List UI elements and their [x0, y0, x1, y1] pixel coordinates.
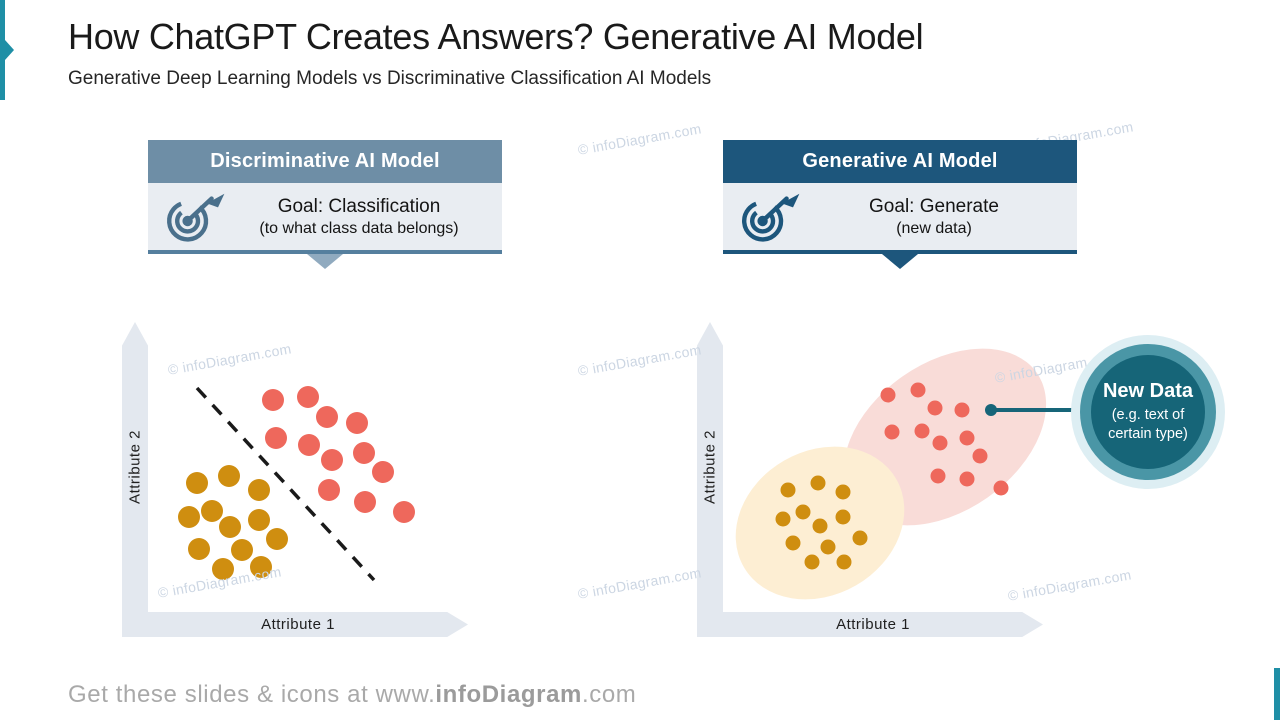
footer-credit: Get these slides & icons at www.infoDiag… [68, 681, 636, 709]
data-point-class-orange [852, 530, 868, 546]
footer-prefix: Get these slides & icons at www. [68, 681, 436, 708]
y-axis-arrow [697, 322, 723, 637]
data-point-class-red [927, 400, 943, 416]
x-axis-label: Attribute 1 [261, 616, 335, 633]
x-axis-label: Attribute 1 [836, 616, 910, 633]
pointer-down-icon [882, 254, 918, 269]
data-point-class-orange [775, 511, 791, 527]
data-point-class-orange [201, 500, 223, 522]
accent-bookmark-arrow-icon [5, 40, 14, 60]
callout-connector-line [991, 408, 1075, 412]
data-point-class-orange [248, 509, 270, 531]
target-arrow-icon [742, 193, 800, 242]
data-point-class-red [262, 389, 284, 411]
data-point-class-orange [810, 475, 826, 491]
data-point-class-orange [218, 465, 240, 487]
callout-connector-dot [985, 404, 997, 416]
generative-header-box: Generative AI Model Goal: Generate (new … [723, 140, 1077, 269]
data-point-class-red [993, 480, 1009, 496]
data-point-class-orange [178, 506, 200, 528]
data-point-class-orange [820, 539, 836, 555]
accent-corner-bar [1274, 668, 1280, 720]
data-point-class-red [297, 386, 319, 408]
callout-title: New Data [1102, 380, 1194, 403]
page-title: How ChatGPT Creates Answers? Generative … [68, 16, 924, 57]
header-underline [148, 250, 502, 254]
generative-scatter-plot [735, 348, 1047, 600]
data-point-class-orange [835, 484, 851, 500]
decision-boundary-dashed-line [195, 386, 376, 582]
data-point-class-red [932, 435, 948, 451]
data-point-class-orange [231, 539, 253, 561]
discriminative-header-title: Discriminative AI Model [148, 140, 502, 183]
data-point-class-red [393, 501, 415, 523]
accent-bookmark-bar [0, 0, 5, 100]
data-point-class-red [298, 434, 320, 456]
data-point-class-orange [186, 472, 208, 494]
data-point-class-red [321, 449, 343, 471]
data-point-class-red [954, 402, 970, 418]
data-point-class-red [910, 382, 926, 398]
x-axis-arrow [723, 612, 1043, 637]
pointer-down-icon [307, 254, 343, 269]
data-point-class-orange [266, 528, 288, 550]
data-point-class-red [880, 387, 896, 403]
data-point-class-orange [219, 516, 241, 538]
y-axis-label: Attribute 2 [701, 430, 719, 504]
page-subtitle: Generative Deep Learning Models vs Discr… [68, 68, 712, 89]
callout-note: (e.g. text of certain type) [1108, 406, 1188, 444]
data-point-class-red [353, 442, 375, 464]
data-point-class-red [372, 461, 394, 483]
data-point-class-red [959, 430, 975, 446]
generative-header-title: Generative AI Model [723, 140, 1077, 183]
data-point-class-red [346, 412, 368, 434]
data-point-class-orange [835, 509, 851, 525]
x-axis-arrow [148, 612, 468, 637]
callout-note-line2: certain type) [1108, 426, 1188, 442]
data-point-class-orange [836, 554, 852, 570]
data-point-class-orange [212, 558, 234, 580]
watermark: © infoDiagram.com [576, 120, 703, 158]
data-point-class-red [316, 406, 338, 428]
data-point-class-orange [795, 504, 811, 520]
header-underline [723, 250, 1077, 254]
discriminative-goal-row: Goal: Classification (to what class data… [148, 183, 502, 250]
generative-goal-row: Goal: Generate (new data) [723, 183, 1077, 250]
discriminative-header-box: Discriminative AI Model Goal: Classifica… [148, 140, 502, 269]
watermark: © infoDiagram.com [576, 341, 703, 379]
watermark: © infoDiagram.com [576, 564, 703, 602]
goal-note: (new data) [896, 219, 972, 237]
callout-core: New Data (e.g. text of certain type) [1091, 355, 1205, 469]
data-point-class-red [265, 427, 287, 449]
target-arrow-icon [167, 193, 225, 242]
data-point-class-red [972, 448, 988, 464]
footer-suffix: .com [581, 681, 637, 708]
new-data-callout: New Data (e.g. text of certain type) [1071, 335, 1225, 489]
footer-brand: infoDiagram [435, 681, 582, 708]
data-point-class-orange [250, 556, 272, 578]
callout-note-line1: (e.g. text of [1111, 407, 1185, 424]
data-point-class-red [930, 468, 946, 484]
data-point-class-red [914, 423, 930, 439]
callout-ring: New Data (e.g. text of certain type) [1080, 344, 1216, 480]
y-axis-arrow [122, 322, 148, 637]
data-point-class-orange [248, 479, 270, 501]
data-point-class-red [318, 479, 340, 501]
data-point-class-orange [780, 482, 796, 498]
y-axis-label: Attribute 2 [126, 430, 144, 504]
data-point-class-red [884, 424, 900, 440]
data-point-class-orange [785, 535, 801, 551]
data-point-class-orange [804, 554, 820, 570]
data-point-class-red [959, 471, 975, 487]
goal-title: Goal: Generate [869, 195, 999, 217]
data-point-class-orange [188, 538, 210, 560]
data-point-class-orange [812, 518, 828, 534]
goal-title: Goal: Classification [277, 195, 441, 217]
goal-note: (to what class data belongs) [259, 219, 459, 237]
data-point-class-red [354, 491, 376, 513]
discriminative-scatter-plot [178, 386, 415, 582]
